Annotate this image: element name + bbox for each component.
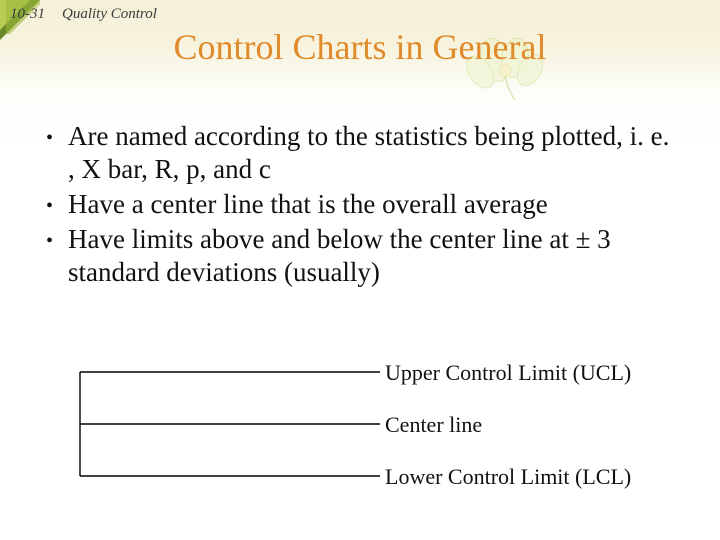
center-label: Center line	[385, 412, 482, 438]
bullet-item: Have limits above and below the center l…	[40, 223, 680, 289]
bullet-item: Are named according to the statistics be…	[40, 120, 680, 186]
bullet-item: Have a center line that is the overall a…	[40, 188, 680, 221]
bullet-list: Are named according to the statistics be…	[40, 120, 680, 289]
chapter-title: Quality Control	[62, 6, 157, 23]
chart-lines	[70, 360, 390, 490]
lcl-label: Lower Control Limit (LCL)	[385, 464, 631, 490]
slide-title: Control Charts in General	[0, 26, 720, 68]
control-chart-diagram: Upper Control Limit (UCL) Center line Lo…	[70, 360, 680, 510]
body-content: Are named according to the statistics be…	[40, 120, 680, 291]
ucl-label: Upper Control Limit (UCL)	[385, 360, 631, 386]
slide: 10-31 Quality Control Control Charts in …	[0, 0, 720, 540]
page-number: 10-31	[10, 6, 45, 23]
